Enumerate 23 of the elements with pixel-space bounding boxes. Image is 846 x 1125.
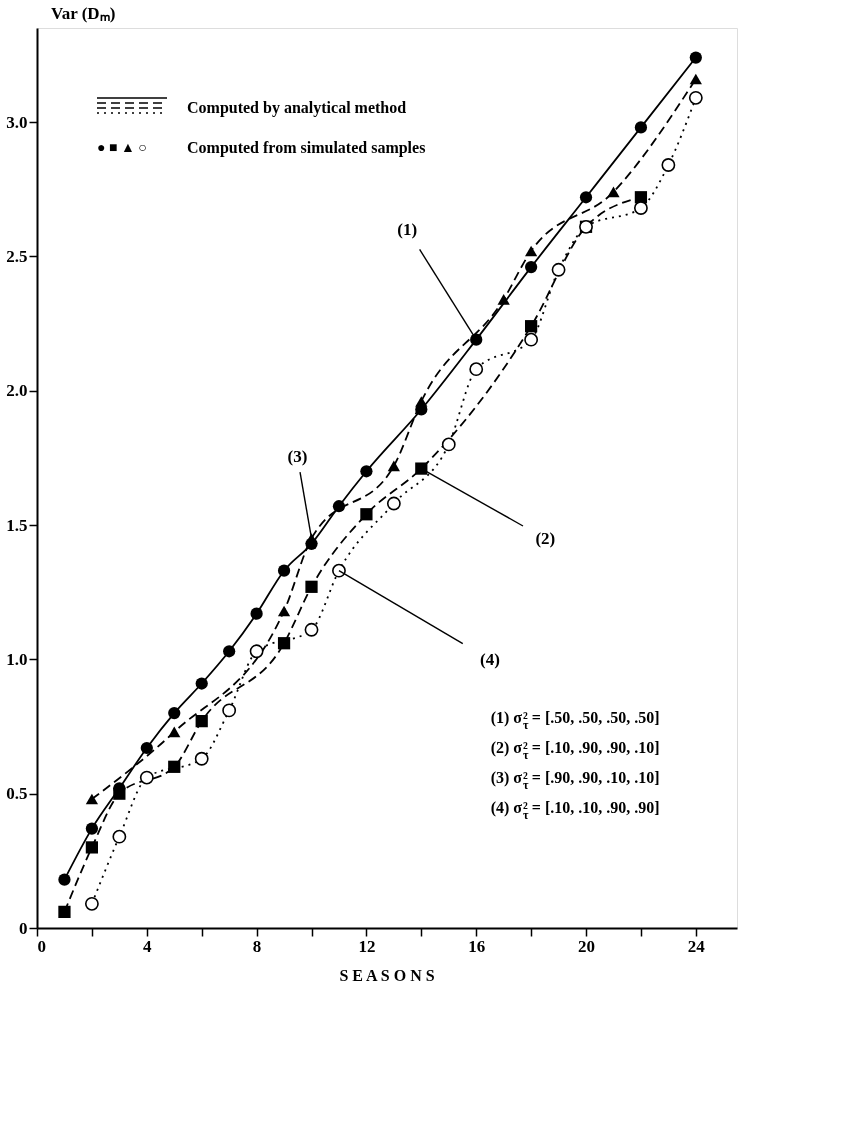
y-tick-label: 0 [19,918,28,938]
y-tick-label: 1.5 [6,515,28,535]
x-tick-label: 20 [578,936,596,956]
annotation: Computed from simulated samples [187,139,426,157]
annotation: Computed by analytical method [187,99,407,117]
x-tick-label: 16 [468,936,486,956]
annotation: (3) [287,447,308,467]
annotation: (4) [480,649,500,669]
x-tick-label: 12 [358,936,376,956]
y-tick-label: 2.5 [6,246,28,266]
x-tick-label: 24 [687,936,706,956]
x-tick-label: 8 [252,936,262,956]
x-tick-label: 4 [143,936,153,956]
annotation: (2) [535,528,556,548]
y-tick-label: 0.5 [6,784,28,804]
y-tick-label: 2.0 [6,381,28,401]
annotation: (1) [397,219,418,239]
y-axis-title: Var (Dₘ) [51,4,116,23]
x-axis-title: S E A S O N S [339,967,435,984]
x-tick-label: 0 [37,936,46,956]
y-tick-label: 1.0 [6,649,28,669]
annotation: ● ■ ▲ ○ [97,140,147,155]
y-tick-label: 3.0 [6,112,28,132]
